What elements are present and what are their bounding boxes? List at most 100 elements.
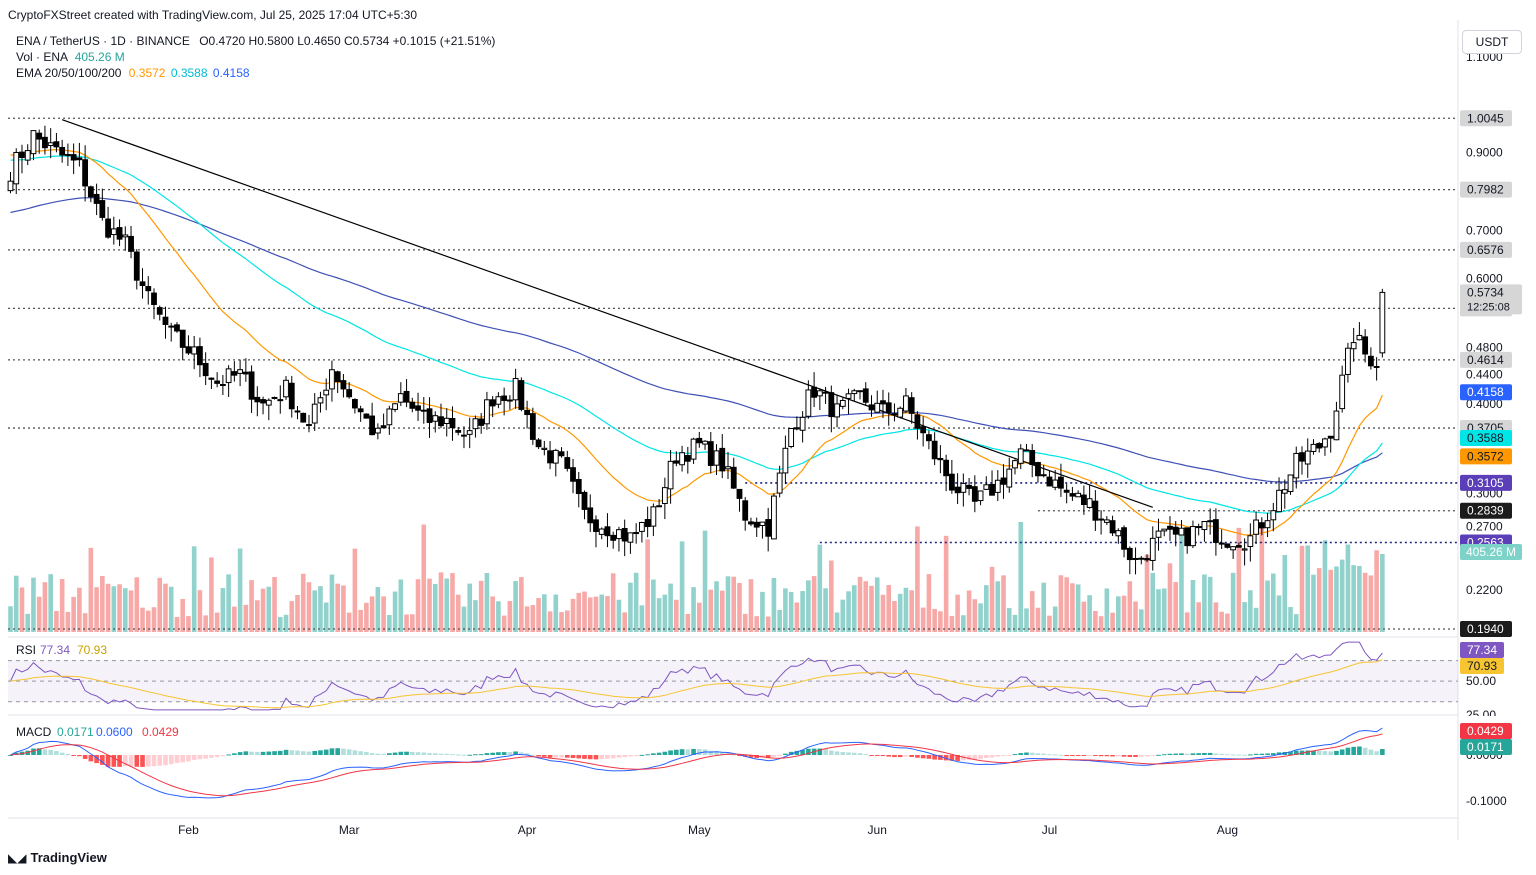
macd-hist-201 bbox=[1161, 754, 1167, 756]
macd-hist-159 bbox=[920, 755, 926, 759]
candle-69 bbox=[403, 379, 410, 408]
candle-219 bbox=[1264, 512, 1271, 538]
macd-hist-17 bbox=[105, 755, 111, 767]
volume-bar-207 bbox=[1196, 602, 1201, 632]
macd-hist-228 bbox=[1316, 750, 1322, 755]
candle-91 bbox=[529, 407, 536, 445]
volume-bar-215 bbox=[1242, 602, 1247, 632]
volume-bar-16 bbox=[100, 575, 105, 632]
candle-70 bbox=[409, 397, 416, 413]
candlesticks bbox=[7, 125, 1386, 575]
candle-133 bbox=[771, 493, 777, 540]
macd-hist-82 bbox=[478, 754, 484, 756]
volume-bar-132 bbox=[765, 616, 771, 632]
currency-unit-button[interactable]: USDT bbox=[1462, 30, 1522, 54]
macd-hist-109 bbox=[633, 755, 639, 756]
volume-bar-81 bbox=[473, 600, 478, 632]
macd-hist-139 bbox=[806, 748, 811, 755]
volume-bar-164 bbox=[949, 615, 955, 632]
macd-hist-100 bbox=[582, 755, 587, 759]
candle-110 bbox=[639, 521, 645, 543]
volume-bar-152 bbox=[880, 594, 886, 632]
volume-bar-201 bbox=[1161, 588, 1167, 632]
candle-174 bbox=[1006, 457, 1013, 493]
macd-hist-18 bbox=[111, 755, 117, 767]
candle-62 bbox=[363, 413, 370, 419]
macd-hist-55 bbox=[323, 749, 329, 755]
macd-hist-81 bbox=[473, 754, 478, 756]
macd-hist-22 bbox=[134, 755, 140, 767]
ema-legend[interactable]: EMA 20/50/100/200 0.3572 0.3588 0.4158 bbox=[16, 66, 250, 80]
candle-119 bbox=[690, 437, 697, 464]
volume-bar-188 bbox=[1087, 595, 1092, 632]
macd-hist-237 bbox=[1368, 749, 1374, 755]
candle-105 bbox=[610, 531, 617, 549]
volume-bar-121 bbox=[702, 530, 708, 632]
volume-bar-177 bbox=[1024, 608, 1029, 632]
candle-5 bbox=[36, 129, 43, 154]
macd-hist-38 bbox=[226, 754, 231, 756]
volume-bar-163 bbox=[943, 535, 949, 632]
volume-bar-22 bbox=[134, 577, 140, 632]
volume-bar-6 bbox=[42, 582, 48, 632]
candle-148 bbox=[857, 390, 863, 400]
volume-bar-219 bbox=[1265, 580, 1270, 632]
volume-bar-143 bbox=[829, 560, 834, 632]
candle-159 bbox=[920, 416, 927, 447]
macd-hist-175 bbox=[1012, 754, 1018, 756]
volume-bar-46 bbox=[272, 576, 277, 632]
x-tick-aug: Aug bbox=[1217, 823, 1238, 837]
candle-225 bbox=[1299, 446, 1305, 475]
level-tag-2: 0.6576 bbox=[1467, 243, 1504, 257]
ohlc-values: O0.4720 H0.5800 L0.4650 C0.5734 +0.1015 … bbox=[199, 34, 496, 48]
macd-hist-198 bbox=[1144, 755, 1150, 757]
candle-214 bbox=[1235, 542, 1242, 548]
candle-118 bbox=[684, 446, 691, 474]
volume-bar-86 bbox=[501, 615, 507, 632]
macd-hist-189 bbox=[1093, 755, 1098, 757]
volume-bar-42 bbox=[249, 580, 254, 632]
macd-hist-204 bbox=[1179, 753, 1184, 755]
candle-177 bbox=[1023, 443, 1030, 452]
rsi-line bbox=[10, 641, 1383, 711]
symbol-label[interactable]: ENA / TetherUS · 1D · BINANCE bbox=[16, 34, 190, 48]
candle-127 bbox=[736, 488, 743, 512]
volume-bar-8 bbox=[54, 611, 59, 632]
macd-hist-193 bbox=[1116, 755, 1121, 757]
candle-141 bbox=[816, 388, 823, 410]
volume-bar-119 bbox=[691, 587, 696, 632]
candle-13 bbox=[82, 145, 89, 202]
rsi-tag: 77.34 bbox=[1467, 643, 1497, 657]
volume-bar-85 bbox=[496, 601, 501, 632]
candle-207 bbox=[1195, 523, 1202, 536]
ema-tag-bg-0 bbox=[1460, 384, 1512, 401]
volume-bar-18 bbox=[111, 586, 117, 632]
macd-hist-97 bbox=[564, 755, 570, 758]
x-tick-may: May bbox=[688, 823, 711, 837]
macd-hist-54 bbox=[318, 750, 323, 755]
macd-hist-219 bbox=[1265, 753, 1270, 755]
candle-0 bbox=[7, 171, 14, 194]
candle-32 bbox=[191, 336, 198, 370]
volume-bar-17 bbox=[105, 583, 111, 632]
macd-hist-238 bbox=[1374, 751, 1379, 755]
macd-hist-209 bbox=[1207, 752, 1213, 755]
volume-bar-181 bbox=[1047, 615, 1052, 632]
volume-bar-3 bbox=[25, 613, 31, 632]
candle-188 bbox=[1086, 484, 1093, 509]
candle-28 bbox=[168, 322, 175, 342]
candle-101 bbox=[587, 494, 594, 532]
macd-hist-10 bbox=[65, 753, 71, 755]
candle-161 bbox=[931, 432, 938, 466]
candle-206 bbox=[1190, 520, 1196, 549]
candle-60 bbox=[352, 398, 358, 414]
candle-45 bbox=[265, 398, 272, 421]
volume-legend[interactable]: Vol · ENA 405.26 M bbox=[16, 50, 125, 64]
volume-bar-186 bbox=[1075, 584, 1081, 632]
candle-30 bbox=[179, 329, 186, 361]
macd-hist-27 bbox=[163, 755, 168, 766]
macd-hist-43 bbox=[255, 751, 260, 755]
tradingview-logo[interactable]: ◣◢ TradingView bbox=[8, 850, 107, 865]
candle-40 bbox=[237, 359, 243, 387]
